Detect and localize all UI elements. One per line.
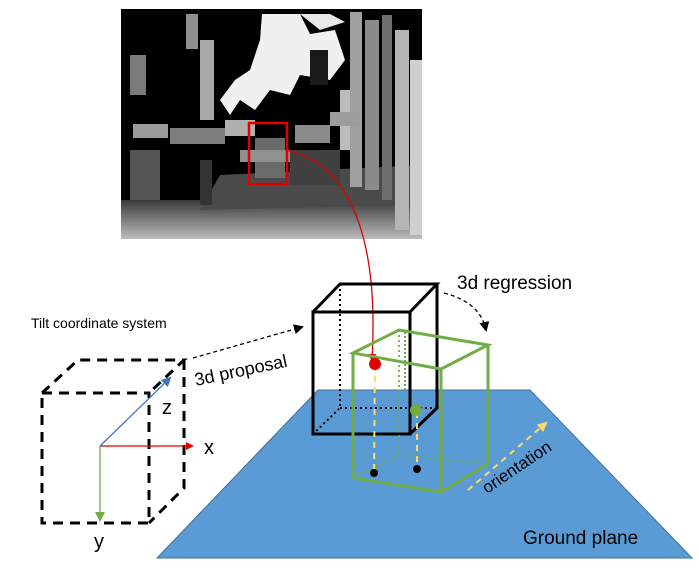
tilt-system-label: Tilt coordinate system [31, 315, 167, 331]
detection-box [247, 121, 289, 186]
tilt-coordinate-cube [40, 358, 188, 525]
proposal-connector-arrow [192, 324, 304, 359]
ground-point-1 [370, 469, 378, 477]
regressed-box [348, 328, 493, 494]
x-axis-label: x [204, 437, 214, 459]
z-axis-label: z [162, 397, 172, 419]
proposal-center-point [369, 358, 381, 370]
proposal-label: 3d proposal [193, 351, 289, 390]
z-axis-arrow [99, 376, 172, 447]
proposal-box [311, 282, 441, 436]
depth-image [121, 9, 422, 239]
y-axis-label: y [94, 531, 104, 553]
ground-plane [155, 389, 694, 559]
ground-point-2 [413, 465, 421, 473]
detection-link-arrow [284, 149, 377, 362]
regression-connector-arrow [443, 292, 490, 332]
ground-plane-label: Ground plane [523, 528, 638, 549]
regression-label: 3d regression [457, 273, 572, 294]
regressed-center-point [410, 404, 422, 416]
